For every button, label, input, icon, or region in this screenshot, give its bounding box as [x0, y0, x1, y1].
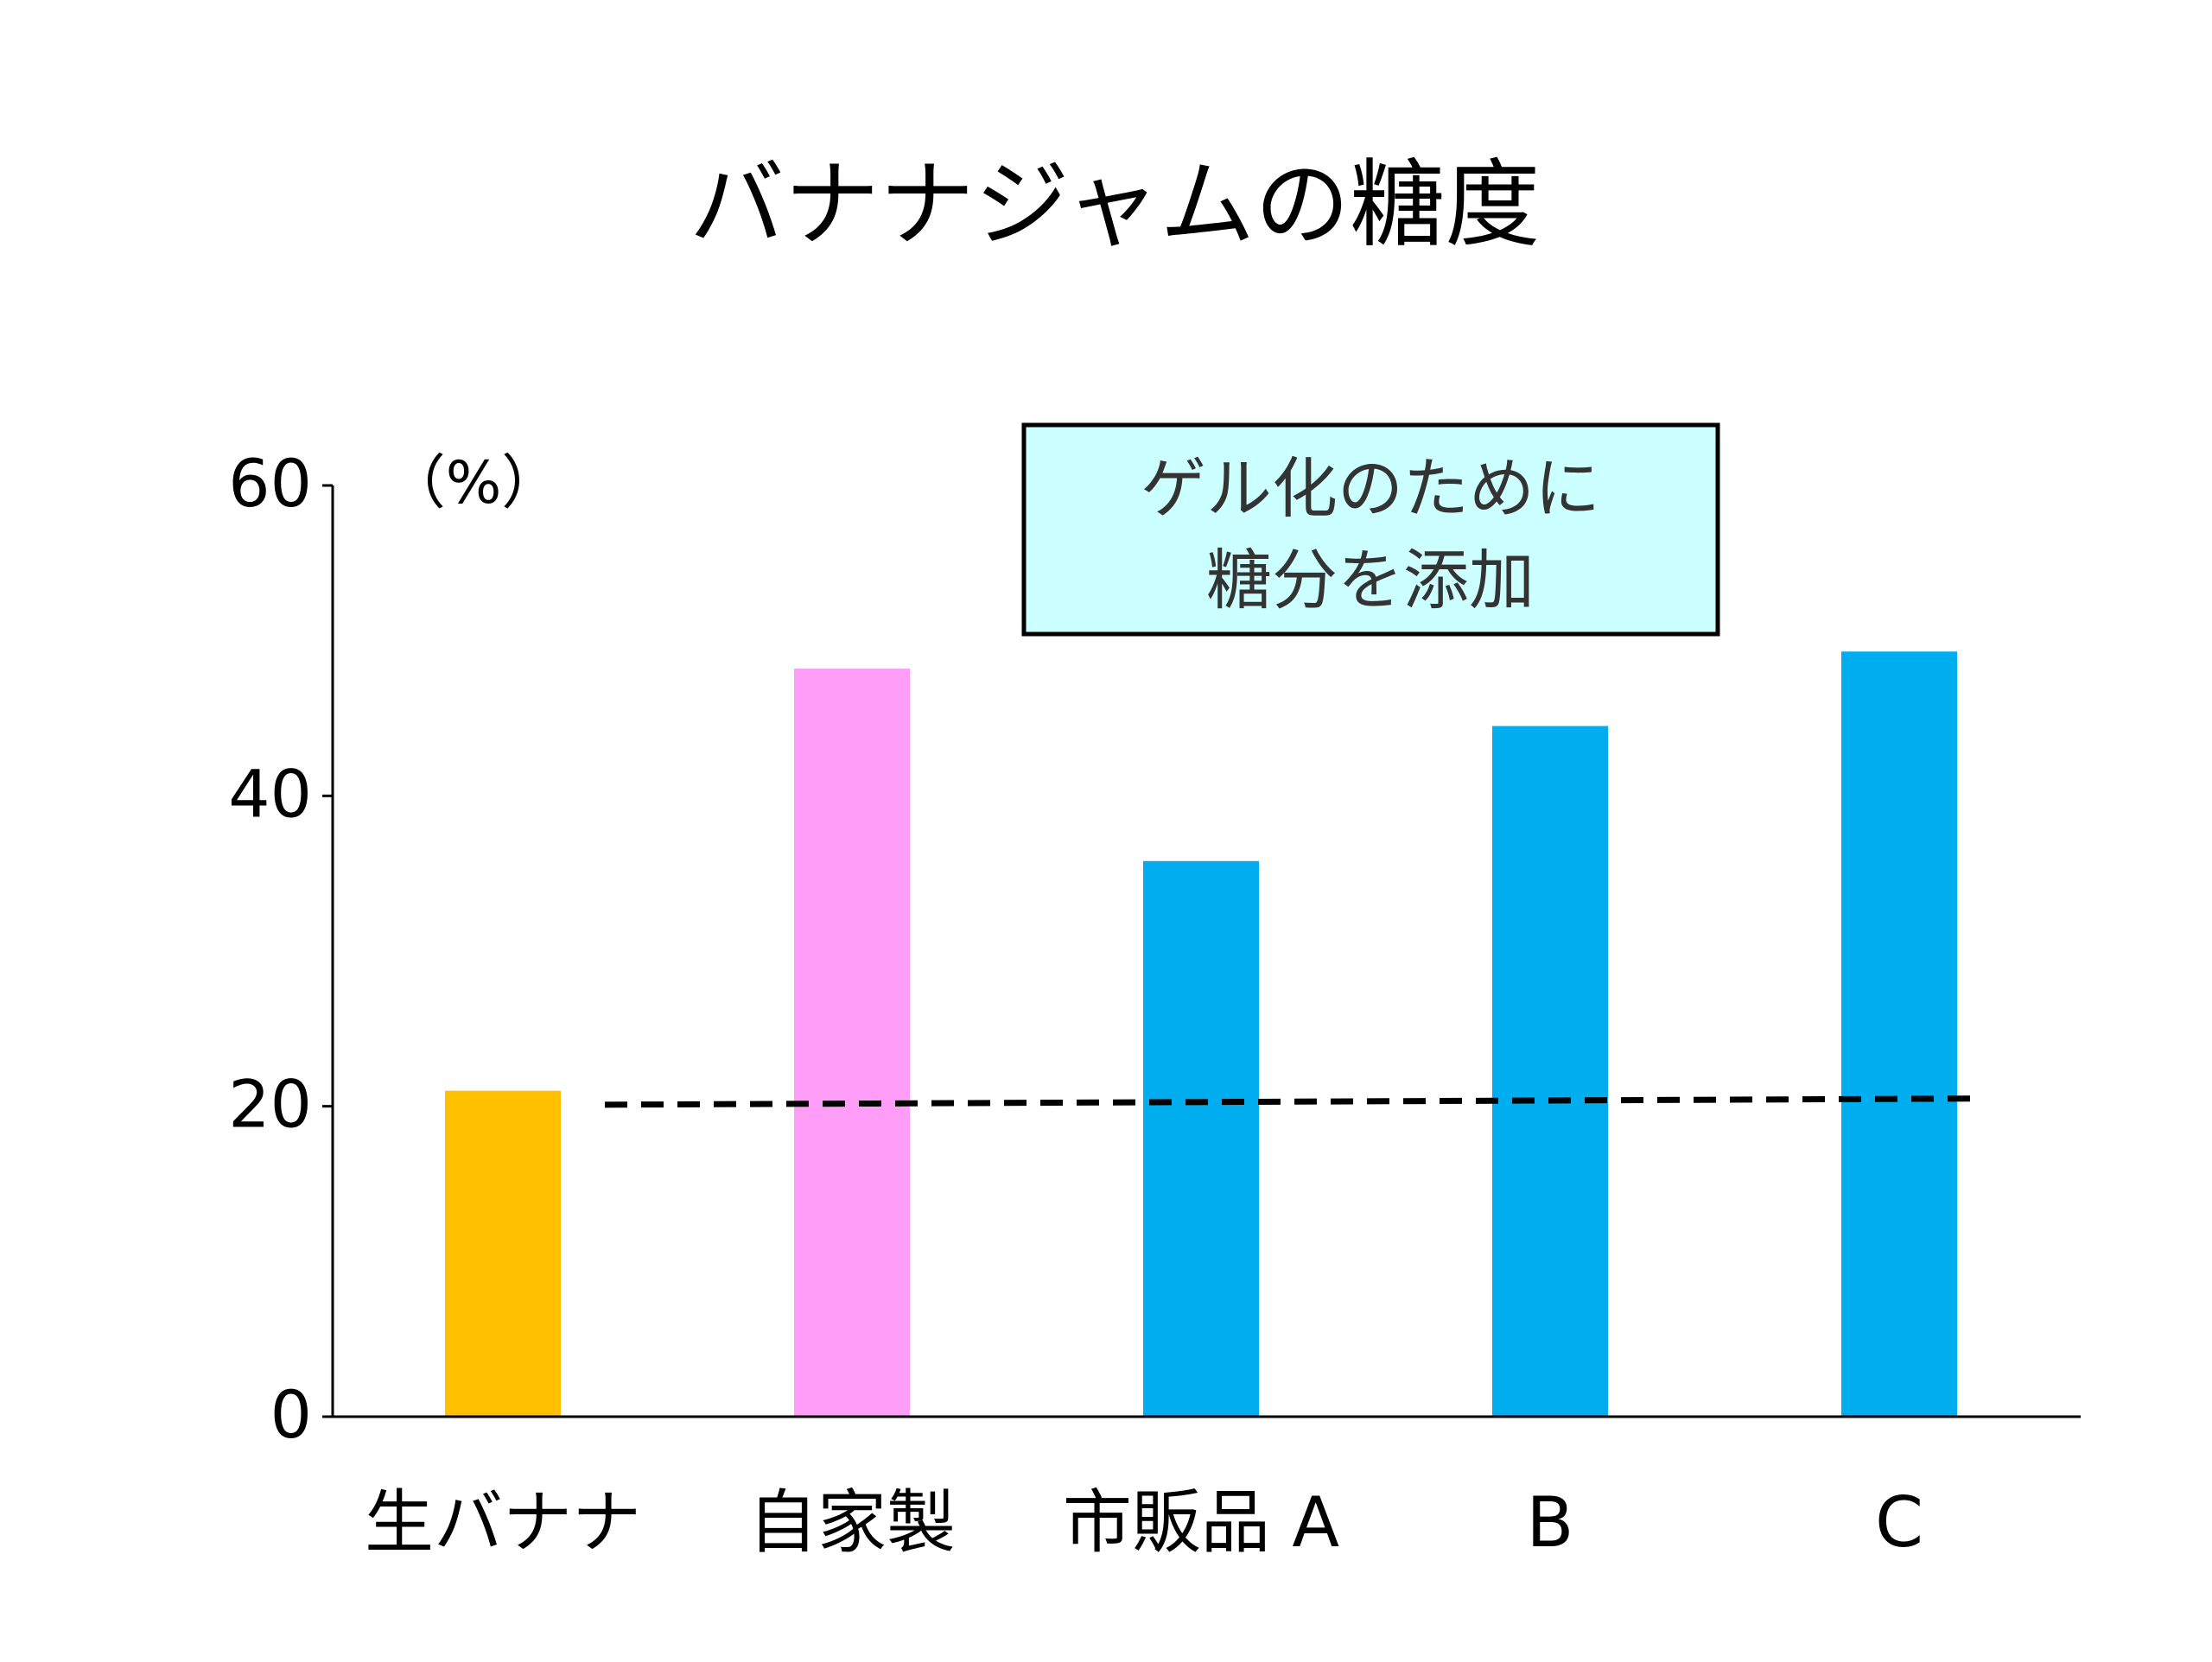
bar-4 — [1841, 651, 1957, 1417]
x-category-label-3: B — [1527, 1482, 1574, 1563]
bar-0 — [445, 1090, 561, 1417]
x-category-label-0: 生バナナ — [365, 1482, 641, 1563]
chart-title: バナナジャムの糖度 — [690, 149, 1541, 260]
annotation-line-1: ゲル化のために — [1141, 450, 1600, 527]
x-category-label-4: C — [1875, 1482, 1923, 1563]
annotation-box-background — [1021, 422, 1720, 637]
bar-3 — [1492, 726, 1608, 1417]
x-category-label-1: 自家製 — [748, 1482, 956, 1563]
y-tick-label-3: 60 — [228, 445, 312, 522]
annotation-box: ゲル化のために 糖分を添加 — [1021, 422, 1720, 637]
reference-line-layer — [604, 1095, 1984, 1108]
reference-dashed-line — [604, 1095, 1984, 1108]
bar-1 — [794, 669, 910, 1417]
axes-layer — [322, 484, 2081, 1418]
y-tick-label-1: 20 — [228, 1066, 312, 1143]
y-tick-label-0: 0 — [270, 1376, 312, 1453]
y-tick-label-2: 40 — [228, 755, 312, 832]
labels-layer: 0 20 40 60 生バナナ 自家製 市販品 A B C — [228, 445, 1923, 1563]
y-axis-unit-label: （%） — [387, 449, 561, 517]
bar-2 — [1143, 860, 1259, 1417]
bars-layer — [445, 651, 1957, 1417]
annotation-line-2: 糖分を添加 — [1206, 542, 1535, 618]
x-category-label-2: 市販品 A — [1063, 1482, 1339, 1563]
